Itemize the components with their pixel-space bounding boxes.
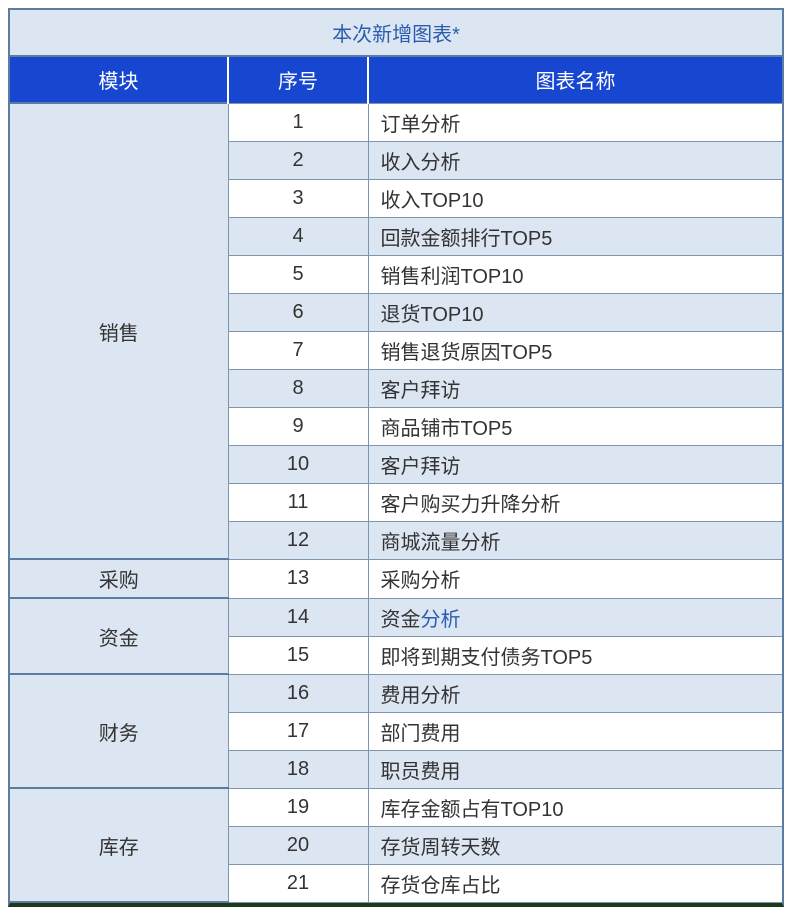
chart-name-cell: 销售退货原因TOP5 — [368, 331, 782, 369]
seq-cell: 4 — [228, 217, 368, 255]
chart-name-cell: 客户拜访 — [368, 369, 782, 407]
table-row: 销售1订单分析 — [10, 103, 782, 141]
seq-cell: 16 — [228, 674, 368, 712]
chart-name-cell: 职员费用 — [368, 750, 782, 788]
chart-name-cell: 销售利润TOP10 — [368, 255, 782, 293]
seq-cell: 13 — [228, 559, 368, 598]
seq-cell: 6 — [228, 293, 368, 331]
chart-name-cell: 部门费用 — [368, 712, 782, 750]
chart-name-cell: 客户购买力升降分析 — [368, 483, 782, 521]
chart-name-cell: 资金分析 — [368, 598, 782, 636]
seq-cell: 15 — [228, 636, 368, 674]
seq-cell: 19 — [228, 788, 368, 826]
module-cell: 财务 — [10, 674, 228, 788]
header-module: 模块 — [10, 56, 228, 103]
table-row: 库存19库存金额占有TOP10 — [10, 788, 782, 826]
chart-name-cell: 退货TOP10 — [368, 293, 782, 331]
seq-cell: 17 — [228, 712, 368, 750]
table-header-row: 模块 序号 图表名称 — [10, 56, 782, 103]
chart-name-cell: 采购分析 — [368, 559, 782, 598]
table-row: 资金 14资金分析 — [10, 598, 782, 636]
chart-name-prefix: 资金 — [381, 609, 421, 631]
module-cell: 销售 — [10, 103, 228, 559]
seq-cell: 11 — [228, 483, 368, 521]
charts-table: 本次新增图表* 模块 序号 图表名称 销售1订单分析2收入分析3收入TOP104… — [10, 10, 782, 903]
module-cell: 资金 — [10, 598, 228, 674]
header-seq: 序号 — [228, 56, 368, 103]
table-row: 财务16费用分析 — [10, 674, 782, 712]
seq-cell: 7 — [228, 331, 368, 369]
chart-name-cell: 存货周转天数 — [368, 826, 782, 864]
seq-cell: 9 — [228, 407, 368, 445]
table-title: 本次新增图表* — [10, 10, 782, 56]
chart-name-cell: 商城流量分析 — [368, 521, 782, 559]
table-title-row: 本次新增图表* — [10, 10, 782, 56]
chart-name-cell: 回款金额排行TOP5 — [368, 217, 782, 255]
chart-name-cell: 库存金额占有TOP10 — [368, 788, 782, 826]
chart-name-suffix: 分析 — [421, 609, 461, 631]
chart-name-cell: 即将到期支付债务TOP5 — [368, 636, 782, 674]
seq-cell: 8 — [228, 369, 368, 407]
seq-cell: 3 — [228, 179, 368, 217]
seq-cell: 14 — [228, 598, 368, 636]
chart-name-cell: 收入分析 — [368, 141, 782, 179]
seq-cell: 5 — [228, 255, 368, 293]
chart-name-cell: 存货仓库占比 — [368, 864, 782, 902]
chart-name-cell: 商品铺市TOP5 — [368, 407, 782, 445]
seq-cell: 10 — [228, 445, 368, 483]
seq-cell: 1 — [228, 103, 368, 141]
module-cell: 采购 — [10, 559, 228, 598]
seq-cell: 20 — [228, 826, 368, 864]
seq-cell: 18 — [228, 750, 368, 788]
seq-cell: 12 — [228, 521, 368, 559]
seq-cell: 21 — [228, 864, 368, 902]
table-row: 采购13采购分析 — [10, 559, 782, 598]
charts-table-container: 本次新增图表* 模块 序号 图表名称 销售1订单分析2收入分析3收入TOP104… — [8, 8, 784, 907]
chart-name-cell: 费用分析 — [368, 674, 782, 712]
module-cell: 库存 — [10, 788, 228, 902]
chart-name-cell: 订单分析 — [368, 103, 782, 141]
chart-name-cell: 客户拜访 — [368, 445, 782, 483]
chart-name-cell: 收入TOP10 — [368, 179, 782, 217]
seq-cell: 2 — [228, 141, 368, 179]
header-name: 图表名称 — [368, 56, 782, 103]
